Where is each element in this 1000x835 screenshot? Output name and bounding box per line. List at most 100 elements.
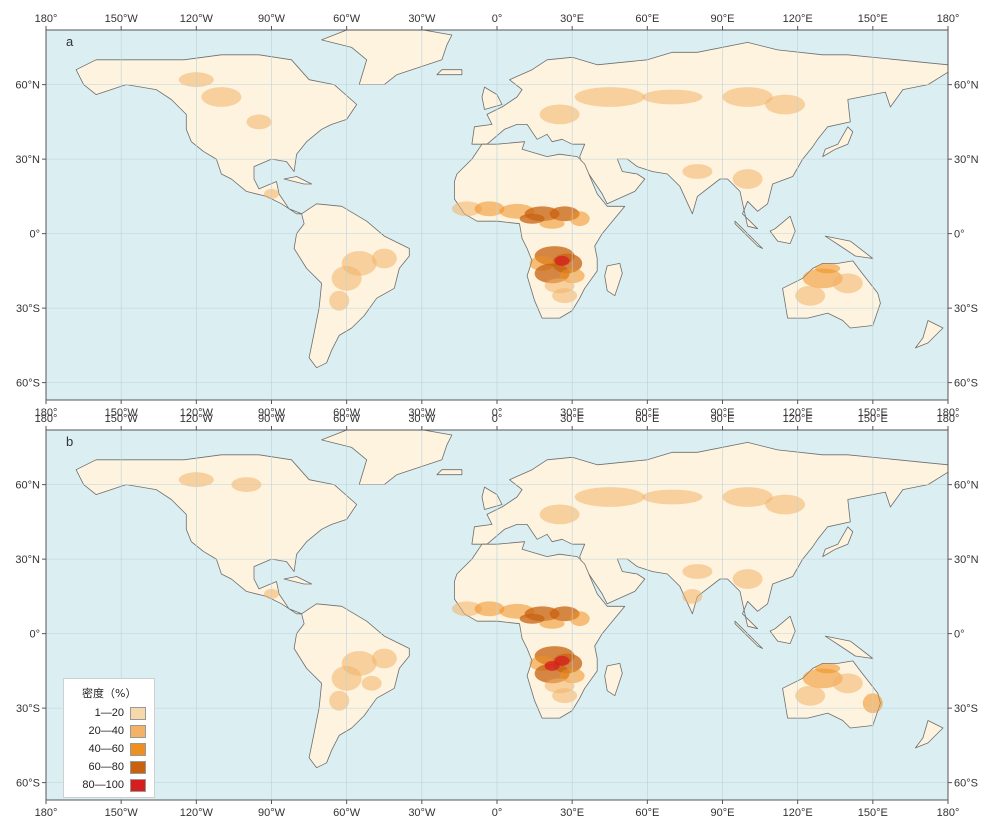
- density-patch: [539, 618, 565, 629]
- lon-tick-label-top: 120°E: [783, 413, 813, 425]
- lat-tick-label-left: 60°S: [16, 378, 40, 390]
- lat-tick-label-right: 30°N: [954, 554, 979, 566]
- lat-tick-label-right: 60°N: [954, 80, 979, 92]
- lat-tick-label-left: 30°S: [16, 703, 40, 715]
- density-patch: [832, 673, 863, 694]
- density-patch: [246, 114, 272, 130]
- land-mass: [822, 526, 854, 557]
- legend-swatch: [130, 761, 146, 774]
- land-mass: [915, 320, 944, 349]
- lon-tick-label-top: 0°: [492, 13, 503, 25]
- lon-tick-label-top: 180°: [35, 13, 58, 25]
- lon-tick-label-top: 60°W: [333, 413, 361, 425]
- density-patch: [722, 87, 773, 107]
- lat-tick-label-left: 30°S: [16, 303, 40, 315]
- lat-tick-label-right: 30°S: [954, 303, 978, 315]
- lon-tick-label-bottom: 30°W: [408, 407, 436, 419]
- density-patch: [642, 89, 703, 105]
- lon-tick-label-bottom: 30°W: [408, 807, 436, 819]
- legend-item-label: 60—80: [88, 761, 124, 773]
- land-mass: [436, 69, 463, 76]
- lon-tick-label-bottom: 150°E: [858, 807, 888, 819]
- density-patch: [329, 690, 350, 711]
- land-mass: [734, 220, 763, 249]
- lat-tick-label-left: 60°N: [15, 80, 40, 92]
- lon-tick-label-bottom: 60°E: [635, 407, 659, 419]
- lon-tick-label-top: 30°E: [560, 413, 584, 425]
- lon-tick-label-bottom: 90°W: [258, 807, 286, 819]
- lon-tick-label-top: 150°W: [105, 13, 139, 25]
- lat-tick-label-left: 0°: [29, 229, 40, 241]
- density-patch: [642, 489, 703, 505]
- legend-item-label: 40—60: [88, 743, 124, 755]
- land-mass: [75, 54, 358, 215]
- density-patch: [832, 273, 863, 294]
- density-patch: [201, 87, 242, 107]
- lat-tick-label-left: 0°: [29, 629, 40, 641]
- lon-tick-label-bottom: 60°E: [635, 807, 659, 819]
- density-patch: [519, 213, 545, 224]
- legend-item: 80—100: [68, 778, 152, 794]
- lon-tick-label-top: 90°E: [711, 13, 735, 25]
- density-patch: [474, 601, 505, 617]
- legend-title: 密度（%）: [82, 687, 137, 700]
- lat-tick-label-right: 0°: [954, 229, 965, 241]
- legend-swatch: [130, 707, 146, 720]
- density-patch: [574, 87, 645, 107]
- density-patch: [795, 685, 826, 706]
- land-mass: [769, 215, 796, 245]
- density-patch: [574, 487, 645, 507]
- lon-tick-label-bottom: 180°: [35, 807, 58, 819]
- lon-tick-label-bottom: 0°: [492, 807, 503, 819]
- lon-tick-label-top: 150°W: [105, 413, 139, 425]
- lat-tick-label-left: 30°N: [15, 554, 40, 566]
- land-mass: [604, 262, 623, 297]
- lon-tick-label-top: 150°E: [858, 13, 888, 25]
- lon-tick-label-bottom: 120°E: [783, 407, 813, 419]
- land-mass: [822, 126, 854, 158]
- lon-tick-label-bottom: 150°W: [105, 807, 139, 819]
- density-patch: [682, 164, 713, 179]
- density-patch: [554, 655, 570, 666]
- lon-tick-label-top: 120°E: [783, 13, 813, 25]
- legend-item: 60—80: [68, 760, 152, 776]
- land-mass: [321, 30, 453, 85]
- lat-tick-label-right: 60°N: [954, 480, 979, 492]
- lon-tick-label-top: 60°W: [333, 13, 361, 25]
- lon-tick-label-bottom: 120°W: [180, 807, 214, 819]
- map-panel-b: 180° 180° 150°W 150°W 120°W 120°W 90°W 90°W 60°W…: [15, 413, 978, 819]
- lon-tick-label-bottom: 90°E: [711, 807, 735, 819]
- lat-tick-label-right: 30°S: [954, 703, 978, 715]
- land-mass: [436, 469, 463, 476]
- lon-tick-label-top: 150°E: [858, 413, 888, 425]
- lon-tick-label-top: 30°W: [408, 413, 436, 425]
- land-mass: [283, 576, 313, 585]
- density-patch: [539, 104, 580, 125]
- density-patch: [732, 569, 763, 589]
- lon-tick-label-top: 60°E: [635, 13, 659, 25]
- lat-tick-label-right: 60°S: [954, 778, 978, 790]
- density-patch: [722, 487, 773, 507]
- density-patch: [795, 285, 826, 306]
- lon-tick-label-bottom: 90°W: [258, 407, 286, 419]
- lon-tick-label-bottom: 60°W: [333, 407, 361, 419]
- density-patch: [329, 290, 350, 311]
- lat-tick-label-left: 60°N: [15, 480, 40, 492]
- lon-tick-label-top: 120°W: [180, 13, 214, 25]
- density-patch: [451, 601, 482, 617]
- legend-swatch: [130, 743, 146, 756]
- lon-tick-label-top: 30°E: [560, 13, 584, 25]
- lon-tick-label-bottom: 150°W: [105, 407, 139, 419]
- lon-tick-label-top: 180°: [35, 413, 58, 425]
- density-patch: [802, 668, 843, 689]
- lon-tick-label-top: 90°W: [258, 13, 286, 25]
- density-patch: [815, 263, 841, 274]
- density-patch: [371, 248, 397, 269]
- lon-tick-label-bottom: 30°E: [560, 407, 584, 419]
- lon-tick-label-top: 120°W: [180, 413, 214, 425]
- land-mass: [824, 635, 874, 659]
- density-patch: [552, 688, 578, 704]
- land-mass: [283, 176, 313, 185]
- legend-item-label: 20—40: [88, 725, 124, 737]
- land-mass: [734, 620, 763, 649]
